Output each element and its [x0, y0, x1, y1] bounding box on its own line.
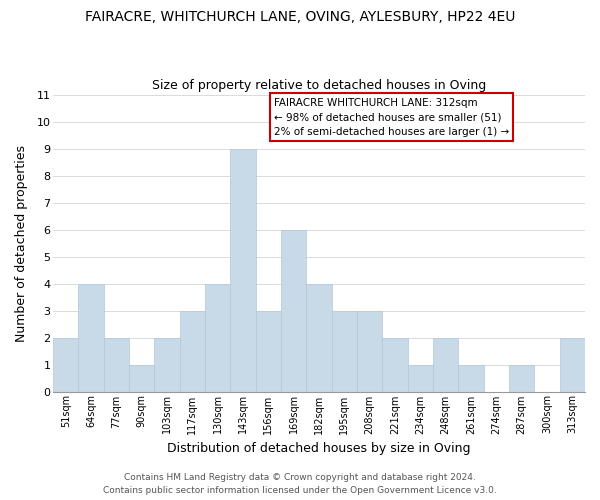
Bar — [382, 338, 408, 392]
Title: Size of property relative to detached houses in Oving: Size of property relative to detached ho… — [152, 79, 486, 92]
Bar — [408, 364, 433, 392]
X-axis label: Distribution of detached houses by size in Oving: Distribution of detached houses by size … — [167, 442, 471, 455]
Bar — [458, 364, 484, 392]
Text: FAIRACRE, WHITCHURCH LANE, OVING, AYLESBURY, HP22 4EU: FAIRACRE, WHITCHURCH LANE, OVING, AYLESB… — [85, 10, 515, 24]
Bar — [560, 338, 585, 392]
Y-axis label: Number of detached properties: Number of detached properties — [15, 144, 28, 342]
Bar — [79, 284, 104, 392]
Bar — [307, 284, 332, 392]
Bar — [104, 338, 129, 392]
Text: Contains HM Land Registry data © Crown copyright and database right 2024.
Contai: Contains HM Land Registry data © Crown c… — [103, 474, 497, 495]
Bar — [357, 310, 382, 392]
Bar — [281, 230, 307, 392]
Bar — [332, 310, 357, 392]
Bar — [433, 338, 458, 392]
Bar — [180, 310, 205, 392]
Bar — [509, 364, 535, 392]
Text: FAIRACRE WHITCHURCH LANE: 312sqm
← 98% of detached houses are smaller (51)
2% of: FAIRACRE WHITCHURCH LANE: 312sqm ← 98% o… — [274, 98, 509, 137]
Bar — [205, 284, 230, 392]
Bar — [256, 310, 281, 392]
Bar — [230, 148, 256, 392]
Bar — [154, 338, 180, 392]
Bar — [53, 338, 79, 392]
Bar — [129, 364, 154, 392]
